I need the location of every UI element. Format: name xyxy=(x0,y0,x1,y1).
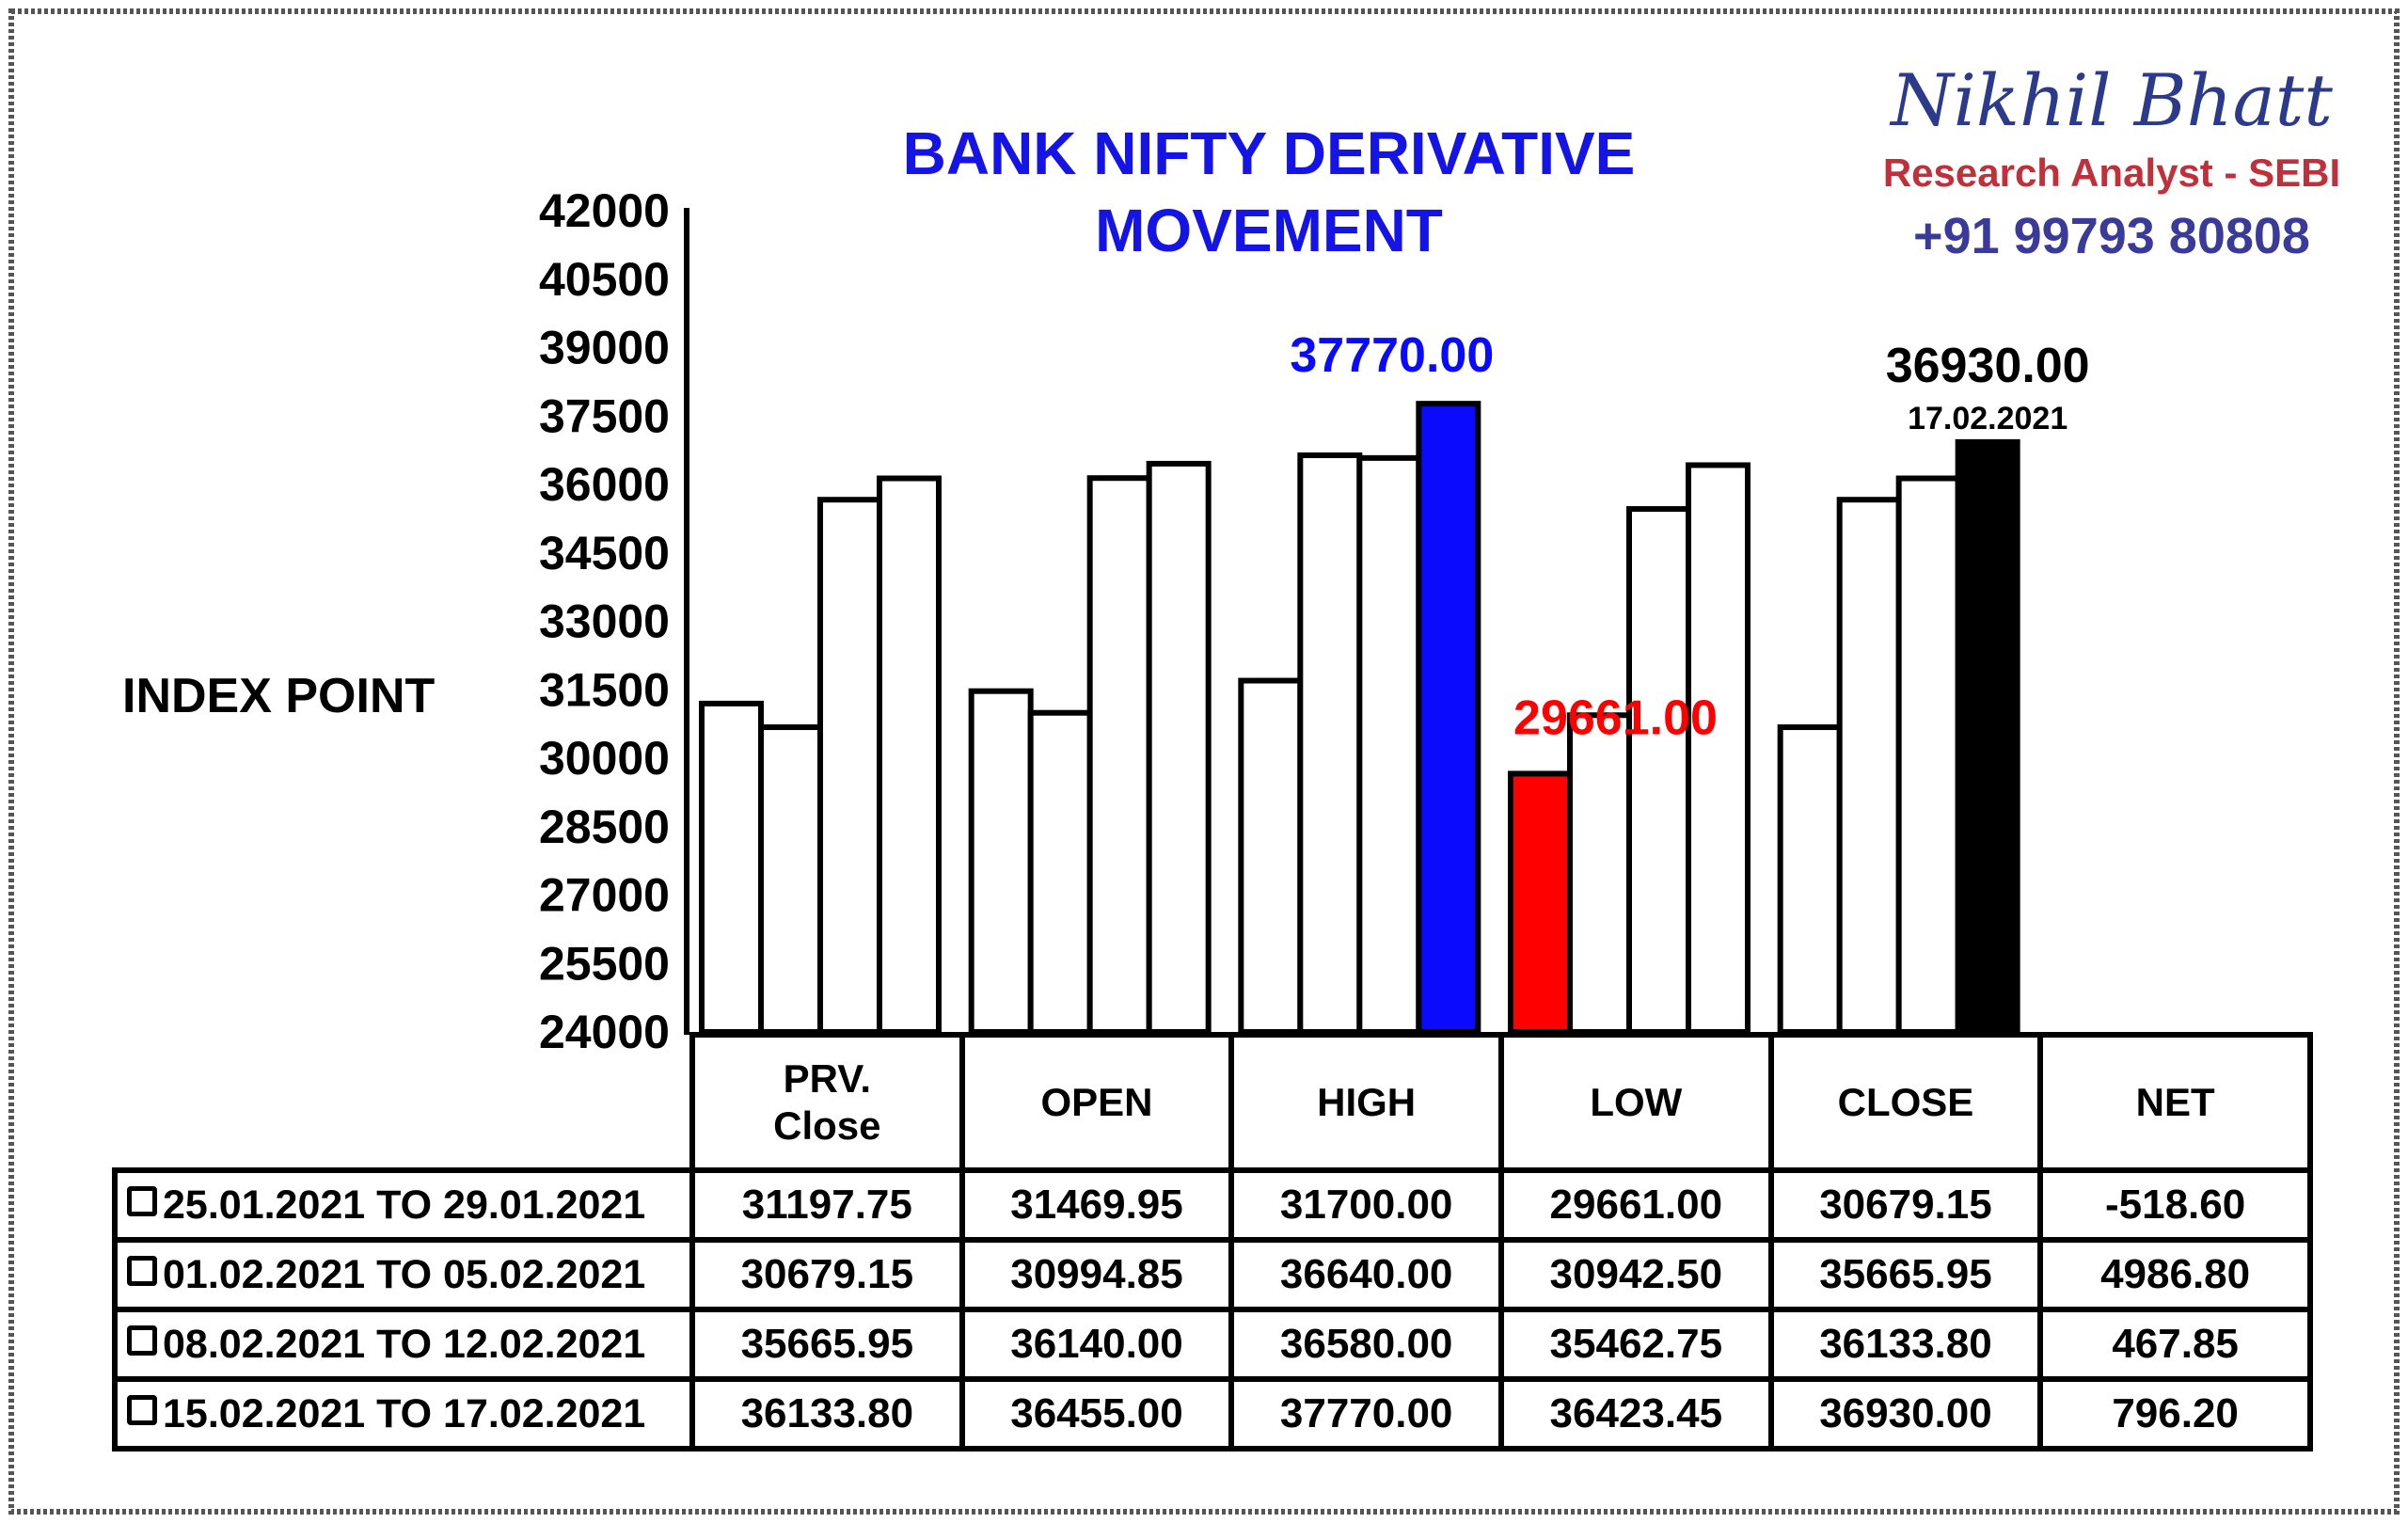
table-corner xyxy=(115,1035,692,1173)
bar xyxy=(758,724,823,1035)
y-tick-label: 40500 xyxy=(539,253,670,306)
value-label: 29661.00 xyxy=(1513,690,1718,745)
table-cell: 31469.95 xyxy=(958,1167,1235,1243)
y-tick-label: 33000 xyxy=(539,595,670,648)
bar xyxy=(1567,712,1632,1035)
bar xyxy=(877,475,942,1036)
brand-role: Research Analyst - SEBI xyxy=(1882,151,2341,195)
value-label: 36930.00 xyxy=(1886,339,2090,393)
bar xyxy=(1238,677,1304,1035)
legend-label: 15.02.2021 TO 17.02.2021 xyxy=(163,1390,646,1436)
row-label: 25.01.2021 TO 29.01.2021 xyxy=(112,1167,695,1243)
y-tick-label: 31500 xyxy=(539,663,670,716)
y-tick-label: 34500 xyxy=(539,527,670,579)
table-cell: 35665.95 xyxy=(689,1307,965,1382)
table-cell: 30994.85 xyxy=(958,1237,1235,1312)
frame xyxy=(8,8,2400,1515)
table-cell: 36423.45 xyxy=(1497,1376,1774,1452)
bar xyxy=(1027,709,1093,1035)
table-row: 25.01.2021 TO 29.01.2021 31197.75 31469.95… xyxy=(112,1167,2313,1243)
bar xyxy=(1146,460,1212,1035)
table-cell: 30942.50 xyxy=(1497,1237,1774,1312)
brand-phone: +91 99793 80808 xyxy=(1913,208,2310,264)
table-row: PRV. Close OPEN HIGH LOW CLOSE NET xyxy=(115,1032,2313,1173)
bar xyxy=(1895,475,1961,1036)
bar xyxy=(1416,401,1481,1035)
y-tick-label: 42000 xyxy=(539,184,670,237)
bar xyxy=(1955,438,2020,1035)
y-tick-label: 27000 xyxy=(539,869,670,922)
table-cell: 36640.00 xyxy=(1228,1237,1504,1312)
legend-swatch xyxy=(127,1325,157,1356)
table-cell: 30679.15 xyxy=(1767,1167,2044,1243)
table-cell: 35665.95 xyxy=(1767,1237,2044,1312)
bar xyxy=(968,688,1034,1035)
chart-title: BANK NIFTY DERIVATIVE MOVEMENT xyxy=(902,119,1636,264)
bar xyxy=(1836,497,1902,1035)
data-table: PRV. Close OPEN HIGH LOW CLOSE NET 25.01.2021 … xyxy=(112,1032,2313,1452)
legend-swatch xyxy=(127,1255,157,1286)
legend-label: 01.02.2021 TO 05.02.2021 xyxy=(163,1251,646,1297)
table-cell: 36133.80 xyxy=(689,1376,965,1452)
bar xyxy=(1508,770,1573,1036)
column-header: OPEN xyxy=(958,1032,1235,1173)
legend-swatch xyxy=(127,1394,157,1425)
bar xyxy=(817,497,882,1035)
bar xyxy=(1777,724,1843,1035)
table-cell: 36580.00 xyxy=(1228,1307,1504,1382)
value-label: 37770.00 xyxy=(1290,328,1494,383)
table-cell: 30679.15 xyxy=(689,1237,965,1312)
y-tick-label: 30000 xyxy=(539,732,670,785)
column-header: HIGH xyxy=(1228,1032,1504,1173)
table-cell: 37770.00 xyxy=(1228,1376,1504,1452)
y-axis-label: INDEX POINT xyxy=(122,669,436,723)
row-label: 01.02.2021 TO 05.02.2021 xyxy=(112,1237,695,1312)
column-header: PRV. Close xyxy=(689,1032,965,1173)
row-label: 15.02.2021 TO 17.02.2021 xyxy=(112,1376,695,1452)
legend-label: 08.02.2021 TO 12.02.2021 xyxy=(163,1321,646,1367)
table-cell: 31700.00 xyxy=(1228,1167,1504,1243)
legend-label: 25.01.2021 TO 29.01.2021 xyxy=(163,1182,646,1228)
table-cell: 36455.00 xyxy=(958,1376,1235,1452)
y-tick-label: 36000 xyxy=(539,458,670,511)
column-header: NET xyxy=(2037,1032,2313,1173)
table-cell: -518.60 xyxy=(2037,1167,2313,1243)
table-cell: 36930.00 xyxy=(1767,1376,2044,1452)
row-label: 08.02.2021 TO 12.02.2021 xyxy=(112,1307,695,1382)
table-cell: 4986.80 xyxy=(2037,1237,2313,1312)
bar xyxy=(1356,454,1422,1035)
table-cell: 31197.75 xyxy=(689,1167,965,1243)
table-cell: 36140.00 xyxy=(958,1307,1235,1382)
table-cell: 467.85 xyxy=(2037,1307,2313,1382)
table-cell: 36133.80 xyxy=(1767,1307,2044,1382)
y-tick-label: 37500 xyxy=(539,389,670,442)
date-note: 17.02.2021 xyxy=(1908,401,2067,436)
y-tick-label: 28500 xyxy=(539,801,670,853)
legend-swatch xyxy=(127,1185,157,1216)
bar xyxy=(1086,475,1152,1035)
y-tick-label: 25500 xyxy=(539,937,670,990)
column-header: CLOSE xyxy=(1767,1032,2044,1173)
table-row: 08.02.2021 TO 12.02.2021 35665.95 36140.00… xyxy=(112,1307,2313,1382)
table-cell: 29661.00 xyxy=(1497,1167,1774,1243)
table-cell: 35462.75 xyxy=(1497,1307,1774,1382)
bar xyxy=(1297,452,1363,1035)
table-cell: 796.20 xyxy=(2037,1376,2313,1452)
y-tick-label: 39000 xyxy=(539,322,670,374)
bar xyxy=(1686,462,1751,1036)
table-row: 15.02.2021 TO 17.02.2021 36133.80 36455.00… xyxy=(112,1376,2313,1452)
column-header: LOW xyxy=(1497,1032,1774,1173)
brand-name: Nikhil Bhatt xyxy=(1891,58,2333,142)
bar xyxy=(1626,506,1691,1035)
bar xyxy=(699,700,764,1035)
table-row: 01.02.2021 TO 05.02.2021 30679.15 30994.85… xyxy=(112,1237,2313,1312)
